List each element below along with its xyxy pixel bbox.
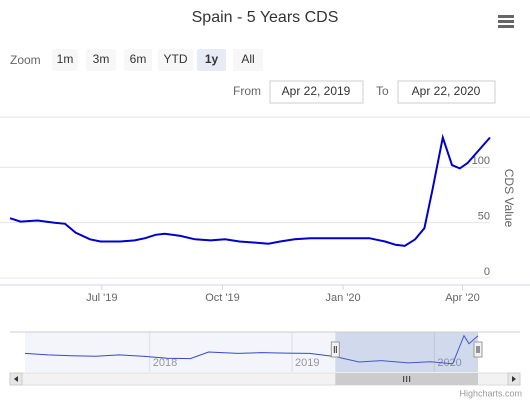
from-input[interactable] (269, 80, 364, 104)
zoom-button-label[interactable]: YTD (164, 52, 188, 66)
menu-bar (498, 20, 514, 23)
zoom-button[interactable] (158, 49, 193, 71)
data-line (9, 133, 491, 247)
menu-bar (498, 15, 514, 18)
to-label: To (376, 84, 389, 98)
navigator-line (24, 334, 479, 365)
zoom-label: Zoom (10, 53, 41, 67)
x-tick-label: Apr '20 (445, 292, 480, 304)
chart-title: Spain - 5 Years CDS (192, 9, 339, 26)
scrollbar-arrow (512, 376, 516, 382)
from-label: From (233, 84, 261, 98)
zoom-button-label[interactable]: 3m (93, 52, 110, 66)
zoom-button[interactable] (197, 49, 226, 71)
zoom-button-label[interactable]: All (241, 52, 254, 66)
credits[interactable]: Highcharts.com (459, 388, 522, 398)
navigator-mask[interactable] (335, 332, 478, 372)
navigator-tick-label: 2018 (153, 357, 177, 369)
y-tick-label: 100 (472, 155, 490, 167)
x-tick-label: Jan '20 (326, 292, 361, 304)
navigator-tick-label: 2019 (295, 357, 319, 369)
x-tick-label: Jul '19 (86, 292, 117, 304)
y-tick-label: 50 (478, 211, 490, 223)
zoom-button-label[interactable]: 1m (57, 52, 74, 66)
to-input[interactable] (397, 80, 496, 104)
zoom-button[interactable] (86, 49, 116, 71)
zoom-button[interactable] (124, 49, 152, 71)
zoom-button-label[interactable]: 6m (130, 52, 147, 66)
to-value[interactable]: Apr 22, 2020 (412, 84, 481, 98)
y-axis-title: CDS Value (502, 169, 516, 228)
navigator-handle[interactable] (473, 341, 483, 358)
menu-button[interactable] (498, 15, 514, 28)
navigator-handle[interactable] (330, 341, 340, 358)
x-tick-label: Oct '19 (205, 292, 240, 304)
zoom-button[interactable] (233, 49, 263, 71)
zoom-button[interactable] (52, 49, 78, 71)
scrollbar-arrow (14, 376, 18, 382)
menu-bar (498, 25, 514, 28)
navigator-outside (25, 332, 336, 372)
zoom-button-label[interactable]: 1y (205, 52, 219, 66)
navigator-tick-label: 2020 (437, 357, 461, 369)
from-value[interactable]: Apr 22, 2019 (282, 84, 351, 98)
y-tick-label: 0 (484, 266, 490, 278)
